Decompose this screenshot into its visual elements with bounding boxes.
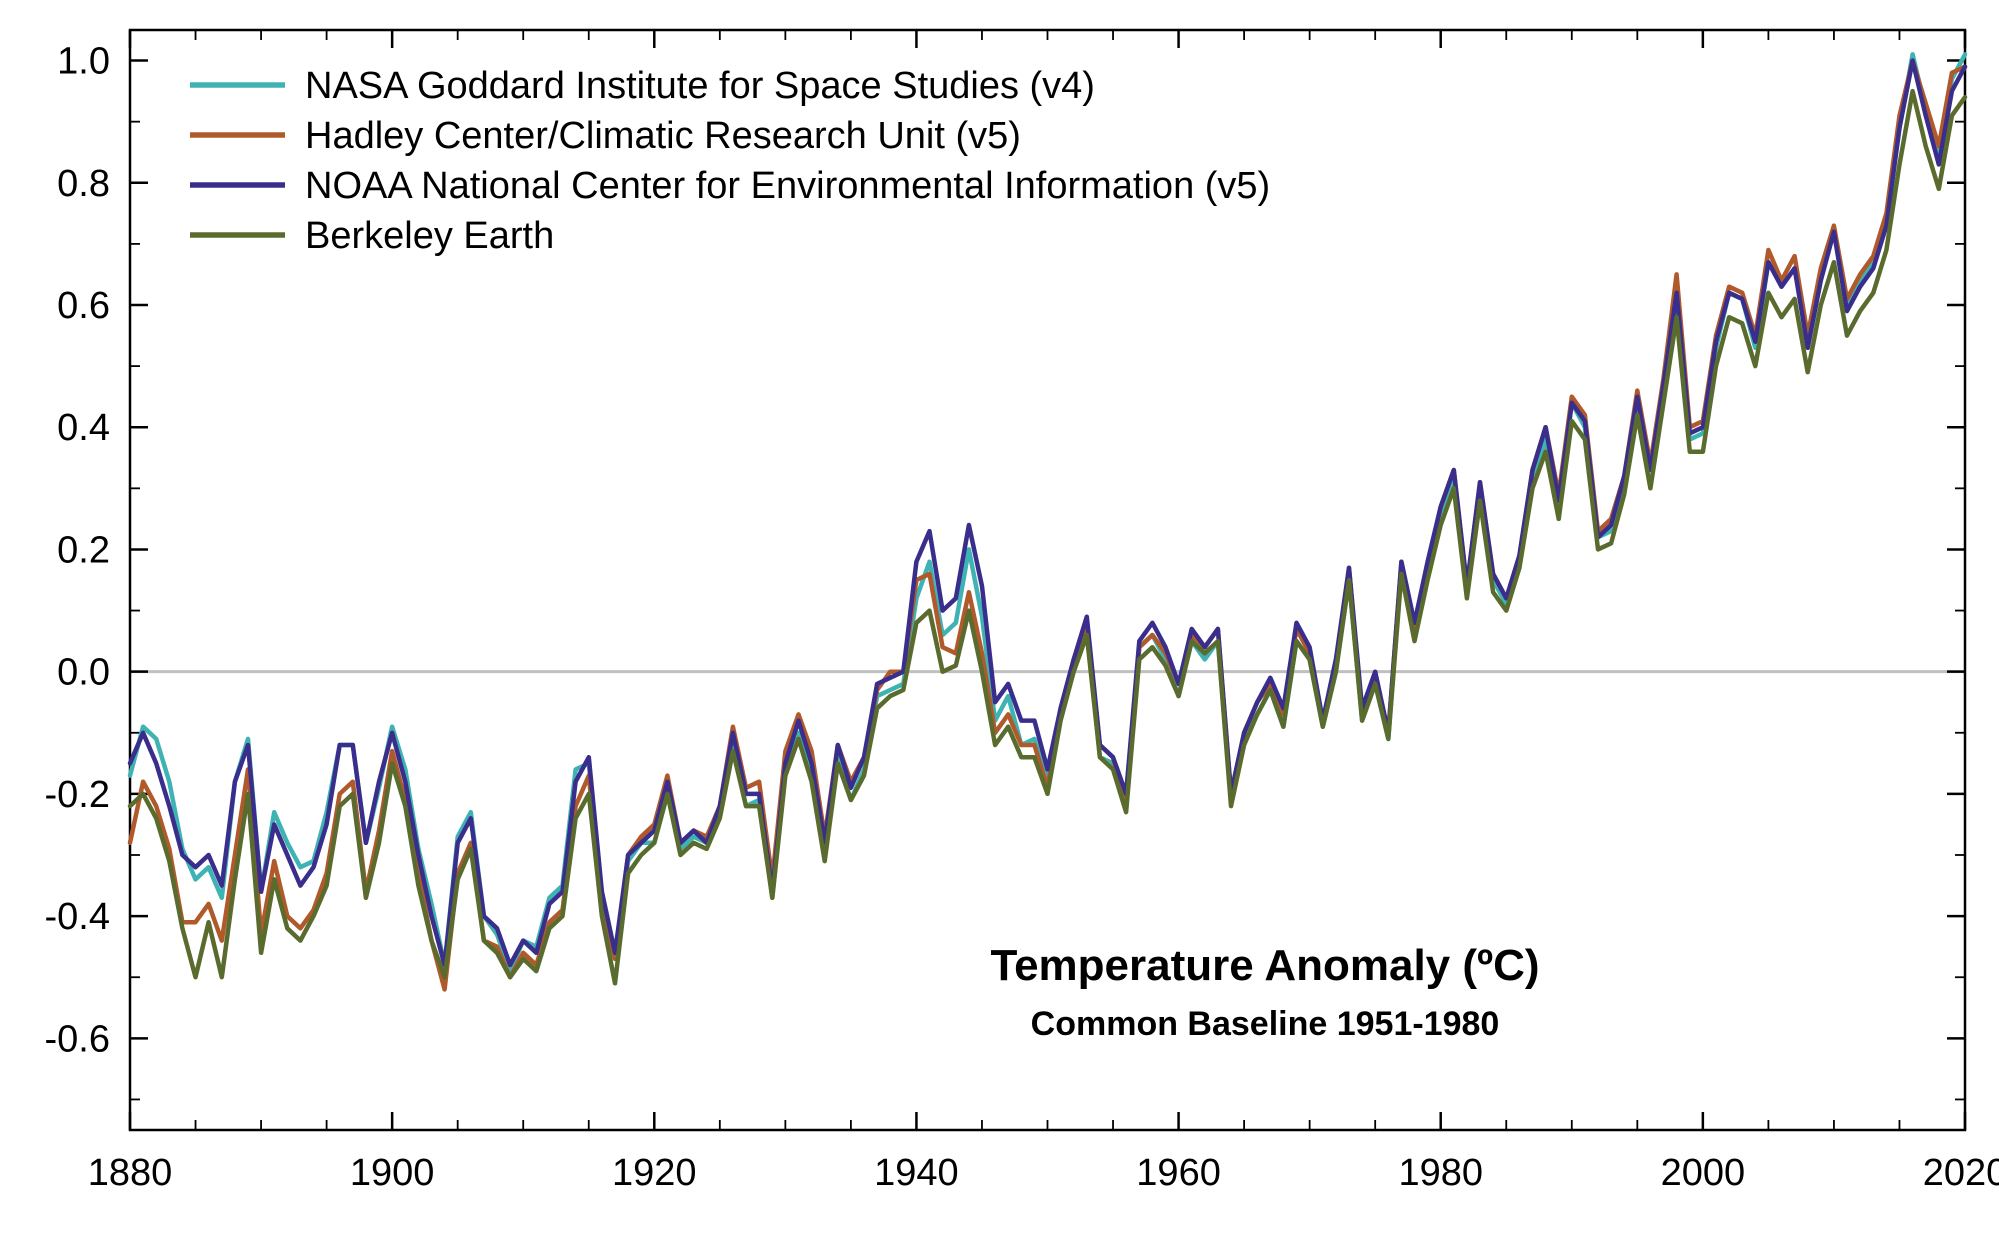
x-tick-label: 1980 [1398, 1152, 1483, 1194]
x-tick-label: 1920 [612, 1152, 697, 1194]
y-tick-label: 1.0 [57, 41, 110, 83]
x-tick-label: 1940 [874, 1152, 959, 1194]
y-tick-label: -0.6 [45, 1018, 110, 1060]
chart-subtitle: Common Baseline 1951-1980 [1031, 1005, 1500, 1043]
legend-label-noaa: NOAA National Center for Environmental I… [305, 165, 1270, 207]
legend-label-nasa: NASA Goddard Institute for Space Studies… [305, 65, 1095, 107]
y-tick-label: 0.2 [57, 529, 110, 571]
chart-title: Temperature Anomaly (ºC) [990, 941, 1539, 990]
x-tick-label: 1880 [88, 1152, 173, 1194]
y-tick-label: 0.6 [57, 285, 110, 327]
x-tick-label: 1960 [1136, 1152, 1221, 1194]
y-tick-label: -0.4 [45, 896, 110, 938]
x-tick-label: 2000 [1661, 1152, 1746, 1194]
legend-label-hadley: Hadley Center/Climatic Research Unit (v5… [305, 115, 1021, 157]
y-tick-label: 0.0 [57, 652, 110, 694]
legend-label-berkeley: Berkeley Earth [305, 215, 554, 257]
x-tick-label: 1900 [350, 1152, 435, 1194]
y-tick-label: 0.4 [57, 407, 110, 449]
x-tick-label: 2020 [1923, 1152, 1999, 1194]
y-tick-label: 0.8 [57, 163, 110, 205]
temperature-anomaly-chart: 1880 1900 1920 1940 1960 1980 2000 2020 -0.6 -0.4… [0, 0, 1999, 1240]
y-tick-label: -0.2 [45, 774, 110, 816]
